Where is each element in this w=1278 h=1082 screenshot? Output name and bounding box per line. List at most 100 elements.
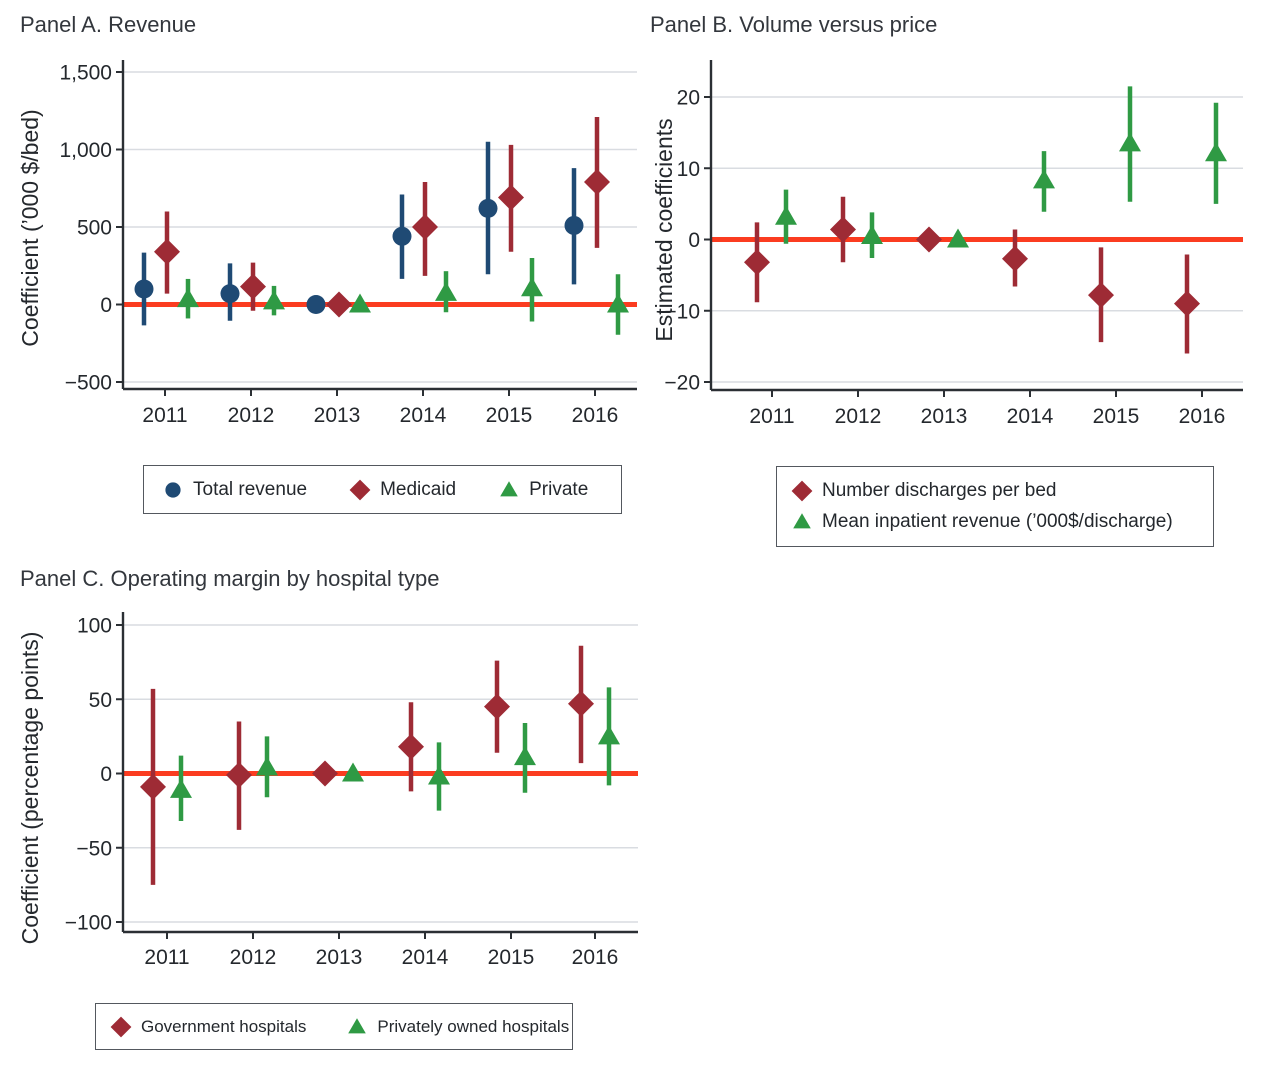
panel-c-title: Panel C. Operating margin by hospital ty…: [20, 566, 440, 591]
legend-item: Mean inpatient revenue (’000$/discharge): [789, 510, 1173, 534]
marker-triangle: [348, 1017, 367, 1033]
panel-b-plot: 20 10 0 −10 −20 2011 2012 2013 2014 2015 2016 Estim…: [651, 60, 1243, 428]
y-tick-label: 0: [688, 229, 700, 252]
marker-diamond: [240, 273, 266, 300]
marker-triangle: [1119, 132, 1141, 152]
y-tick-label: −50: [76, 837, 112, 860]
legend-label: Private: [529, 478, 589, 500]
panel-c-legend: Government hospitals Privately owned hosp…: [95, 1003, 573, 1050]
x-tick-label: 2014: [400, 404, 447, 427]
legend-diamond-icon: [349, 479, 371, 500]
y-tick-label: 1,500: [59, 62, 112, 85]
x-tick-label: 2015: [486, 404, 533, 427]
x-tick-label: 2011: [142, 404, 187, 427]
marker-triangle: [500, 480, 518, 496]
legend-item: Privately owned hospitals: [344, 1015, 569, 1039]
marker-diamond: [1088, 282, 1114, 309]
marker-triangle: [435, 281, 457, 301]
panel-a-title: Panel A. Revenue: [20, 12, 197, 37]
legend-triangle-icon: [500, 480, 518, 496]
y-tick-label: 500: [77, 217, 112, 240]
marker-circle: [134, 279, 154, 299]
marker-diamond: [326, 291, 352, 318]
marker-diamond: [791, 480, 813, 502]
x-tick-label: 2013: [316, 946, 363, 969]
x-tick-label: 2015: [488, 946, 535, 969]
marker-diamond: [226, 761, 252, 788]
marker-triangle: [342, 762, 364, 782]
marker-circle: [220, 284, 240, 304]
legend-item: Total revenue: [160, 478, 307, 502]
marker-diamond: [584, 169, 610, 196]
y-tick-label: 10: [677, 158, 700, 181]
legend-label: Medicaid: [380, 478, 457, 500]
marker-triangle: [170, 778, 192, 798]
marker-diamond: [830, 216, 856, 243]
marker-diamond: [1002, 245, 1028, 272]
y-tick-label: 100: [77, 615, 112, 638]
y-tick-label: −100: [65, 912, 112, 935]
marker-triangle: [775, 205, 797, 225]
y-tick-label: −500: [65, 372, 112, 395]
y-tick-label: 0: [100, 294, 112, 317]
legend-item: Medicaid: [347, 478, 456, 502]
x-tick-label: 2016: [572, 404, 619, 427]
marker-triangle: [177, 288, 199, 308]
marker-diamond: [744, 249, 770, 276]
legend-item: Private: [496, 478, 588, 502]
panel-a-plot: 1,500 1,000 500 0 −500 2011 2012 2013 2014 2015 20…: [17, 60, 637, 427]
legend-item: Government hospitals: [108, 1015, 306, 1039]
y-tick-label: −10: [664, 300, 700, 323]
legend-diamond-icon: [791, 480, 813, 502]
marker-diamond: [349, 479, 371, 500]
y-tick-label: 1,000: [59, 139, 112, 162]
marker-triangle: [607, 293, 629, 313]
y-tick-label: 50: [89, 689, 112, 712]
marker-circle: [478, 198, 498, 218]
y-tick-label: 20: [677, 87, 700, 110]
legend-item: Number discharges per bed: [789, 479, 1056, 503]
marker-circle: [165, 481, 181, 498]
marker-triangle: [1205, 142, 1227, 162]
marker-circle: [564, 215, 584, 235]
marker-diamond: [568, 690, 594, 717]
marker-triangle: [349, 293, 371, 313]
marker-diamond: [140, 773, 166, 800]
marker-triangle: [1033, 169, 1055, 189]
legend-label: Total revenue: [193, 478, 308, 500]
x-tick-label: 2016: [1179, 405, 1226, 428]
panel-b-legend: Number discharges per bed Mean inpatient …: [776, 466, 1214, 547]
legend-label: Mean inpatient revenue (’000$/discharge): [822, 511, 1173, 532]
marker-diamond: [498, 184, 524, 211]
marker-diamond: [154, 238, 180, 265]
y-axis-title: Estimated coefficients: [651, 118, 677, 341]
marker-diamond: [312, 760, 338, 787]
marker-triangle: [428, 765, 450, 785]
marker-diamond: [110, 1016, 132, 1037]
legend-label: Number discharges per bed: [822, 480, 1057, 501]
y-axis-title: Coefficient (’000 $/bed): [17, 109, 43, 346]
legend-triangle-icon: [793, 513, 811, 529]
x-tick-label: 2014: [402, 946, 449, 969]
x-tick-label: 2011: [749, 405, 794, 428]
y-axis-title: Coefficient (percentage points): [17, 632, 43, 945]
marker-triangle: [514, 746, 536, 766]
marker-triangle: [598, 725, 620, 745]
marker-diamond: [916, 226, 942, 253]
marker-diamond: [1174, 290, 1200, 317]
marker-triangle: [861, 224, 883, 244]
x-tick-label: 2012: [228, 404, 275, 427]
legend-diamond-icon: [110, 1016, 132, 1037]
x-tick-label: 2012: [835, 405, 882, 428]
panel-b-title: Panel B. Volume versus price: [650, 12, 938, 37]
y-tick-label: −20: [664, 372, 700, 395]
marker-triangle: [947, 228, 969, 248]
x-tick-label: 2016: [572, 946, 619, 969]
marker-diamond: [412, 214, 438, 240]
panel-c-plot: 100 50 0 −50 −100 2011 2012 2013 2014 2015 2016 Coe…: [17, 612, 638, 969]
legend-circle-icon: [165, 481, 181, 498]
x-tick-label: 2015: [1093, 405, 1140, 428]
x-tick-label: 2012: [230, 946, 277, 969]
y-tick-label: 0: [100, 763, 112, 786]
legend-label: Government hospitals: [141, 1016, 307, 1036]
